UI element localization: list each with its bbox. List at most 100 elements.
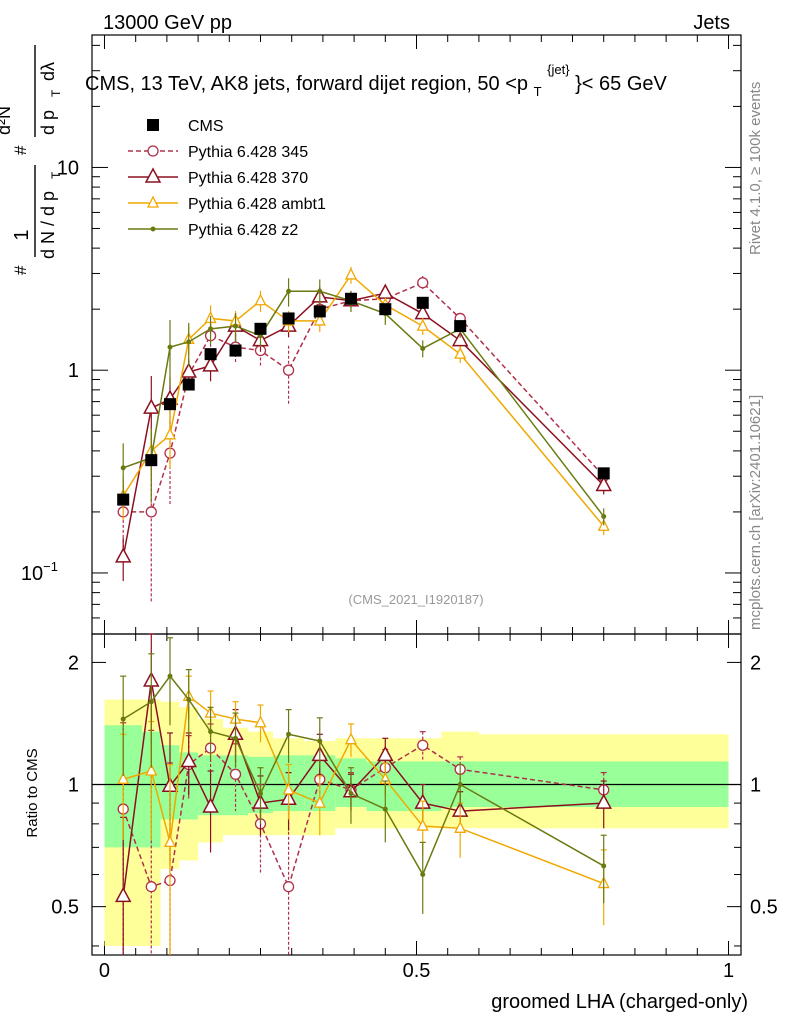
ylabel-d2n: d²N — [0, 106, 14, 135]
data-point-cms — [344, 292, 357, 305]
ylabel-dlambda: dλ — [38, 62, 58, 81]
point-z2 — [420, 345, 426, 351]
ratio-y-tick-label-right: 1 — [750, 775, 761, 797]
point-ambt1 — [254, 293, 267, 306]
ratio-point-p345 — [229, 768, 242, 780]
x-tick-label: 0 — [99, 960, 110, 982]
point-z2 — [167, 344, 173, 350]
plot-title-sup: {jet} — [547, 62, 570, 77]
point-ambt1 — [344, 267, 358, 280]
data-point-cms — [313, 305, 326, 318]
ratio-point-z2 — [420, 872, 426, 878]
point-z2 — [186, 339, 192, 345]
legend-marker-p370 — [144, 167, 162, 183]
ratio-y-tick-label: 2 — [68, 652, 79, 674]
legend-label-z2: Pythia 6.428 z2 — [188, 222, 298, 239]
ratio-y-tick-label-right: 2 — [750, 652, 761, 674]
series-line-z2 — [122, 290, 605, 517]
data-point-cms — [254, 322, 267, 335]
ylabel-hash-1: # — [11, 265, 30, 275]
legend-label-data: CMS — [188, 118, 224, 135]
ratio-point-z2 — [186, 697, 192, 703]
point-p370 — [202, 356, 219, 372]
data-point-cms — [282, 312, 295, 325]
ratio-point-z2 — [167, 673, 173, 679]
point-p345 — [282, 364, 295, 376]
data-point-cms — [229, 344, 242, 357]
main-panel: 0 0.5 1 10−1 1 10 — [21, 34, 742, 982]
ratio-point-z2 — [382, 806, 388, 812]
point-z2 — [120, 465, 126, 471]
ratio-line-ambt1 — [122, 694, 604, 885]
plot-title-main: CMS, 13 TeV, AK8 jets, forward dijet reg… — [85, 73, 528, 95]
ratio-panel: 0.5 0.5 1 1 2 2 — [51, 633, 778, 956]
ratio-point-z2 — [601, 863, 607, 869]
ratio-point-ambt1 — [145, 763, 158, 776]
y-tick-label-exponent: −1 — [43, 559, 58, 574]
ratio-point-z2 — [148, 699, 154, 705]
legend-marker-data — [147, 119, 159, 131]
ratio-point-p345 — [417, 739, 429, 751]
data-point-cms — [204, 348, 217, 361]
ylabel-one: 1 — [11, 229, 33, 240]
data-point-cms — [416, 296, 429, 309]
point-p345 — [417, 277, 429, 289]
ratio-point-p370 — [202, 797, 219, 813]
ratio-point-ambt1 — [454, 820, 467, 833]
main-y-label: # 1 d N / d p T # d²N d p T dλ — [0, 45, 63, 275]
rivet-label: Rivet 4.1.0, ≥ 100k events — [747, 82, 764, 255]
data-point-cms — [379, 303, 392, 316]
point-p370 — [114, 547, 132, 563]
point-p370 — [180, 362, 197, 378]
data-point-cms — [145, 454, 158, 467]
point-p370 — [595, 475, 612, 492]
x-tick-label: 1 — [723, 960, 734, 982]
legend-label-p345: Pythia 6.428 345 — [188, 144, 308, 161]
legend-marker-z2 — [150, 226, 156, 232]
ratio-y-label: Ratio to CMS — [24, 748, 41, 837]
ratio-point-z2 — [233, 735, 239, 741]
point-z2 — [286, 288, 292, 294]
header-right-label: Jets — [693, 12, 730, 34]
plot-title-sub: T — [534, 84, 542, 99]
data-point-cms — [164, 398, 177, 411]
ratio-point-ambt1 — [344, 732, 358, 745]
point-ambt1 — [163, 427, 177, 440]
ratio-line-z2 — [122, 674, 605, 877]
point-p370 — [451, 330, 469, 347]
series-line-p370 — [122, 292, 605, 558]
ratio-point-z2 — [257, 791, 263, 797]
point-ambt1 — [313, 313, 326, 326]
ratio-point-p370 — [595, 793, 612, 809]
legend-marker-ambt1 — [146, 195, 160, 208]
ratio-point-ambt1 — [416, 818, 429, 831]
ratio-line-p345 — [122, 744, 604, 889]
plot-title: CMS, 13 TeV, AK8 jets, forward dijet reg… — [85, 57, 668, 101]
ylabel-hash-2: # — [11, 145, 30, 155]
y-tick-label: 10 — [57, 157, 79, 179]
ratio-point-p345 — [145, 881, 157, 893]
ratio-point-z2 — [348, 791, 354, 797]
y-tick-label: 1 — [68, 360, 79, 382]
ratio-point-ambt1 — [117, 771, 130, 784]
x-axis-label: groomed LHA (charged-only) — [491, 991, 748, 1013]
point-z2 — [208, 326, 214, 332]
ylabel-dpt: d p — [38, 110, 58, 135]
plot-title-tail: }< 65 GeV — [575, 73, 667, 95]
ratio-y-tick-label: 1 — [68, 775, 79, 797]
ratio-point-ambt1 — [282, 782, 295, 795]
ratio-point-z2 — [286, 731, 292, 737]
ratio-point-z2 — [317, 738, 323, 744]
data-point-cms — [117, 493, 130, 506]
mcplots-label: mcplots.cern.ch [arXiv:2401.10621] — [747, 395, 764, 630]
ratio-line-p370 — [122, 680, 604, 897]
series-line-ambt1 — [122, 273, 605, 527]
ratio-frame — [91, 633, 742, 956]
point-z2 — [317, 288, 323, 294]
ylabel-t-sub-1: T — [49, 171, 63, 179]
ratio-point-z2 — [208, 729, 214, 735]
ratio-point-p370 — [377, 745, 394, 762]
y-tick-label: 10−1 — [21, 559, 58, 585]
ratio-point-ambt1 — [163, 834, 177, 848]
ratio-point-p370 — [114, 886, 132, 903]
